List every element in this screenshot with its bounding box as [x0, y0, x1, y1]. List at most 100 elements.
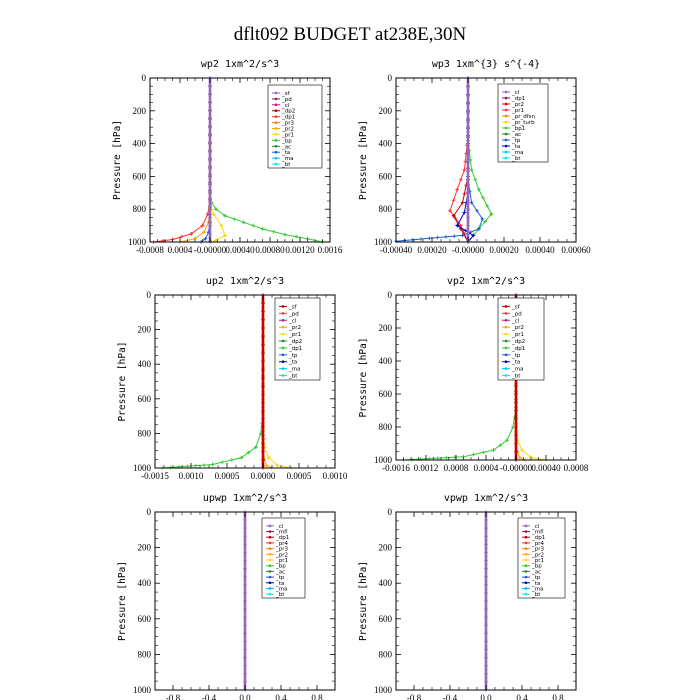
series-marker	[466, 174, 470, 179]
legend-label: _pr3	[275, 547, 289, 553]
series-marker	[185, 464, 190, 469]
series-marker	[514, 392, 518, 396]
legend-marker	[524, 535, 528, 539]
series-marker	[491, 448, 496, 452]
legend-marker	[274, 162, 278, 166]
series-marker	[480, 217, 485, 221]
legend-marker	[274, 103, 278, 107]
series-marker	[462, 168, 467, 172]
legend-marker	[274, 115, 278, 118]
legend-label: _sf	[288, 304, 298, 310]
x-tick-label: 0.0005	[287, 471, 312, 481]
series-marker	[484, 672, 488, 676]
legend-marker	[524, 570, 528, 573]
legend-label: _ta	[288, 360, 297, 366]
series-marker	[473, 177, 477, 182]
legend-label: _cl	[275, 524, 284, 530]
y-tick-label: 1000	[128, 237, 147, 247]
series-marker	[460, 200, 465, 205]
legend-box	[497, 297, 545, 381]
y-tick-label: 1000	[374, 237, 393, 247]
series-marker	[261, 425, 265, 429]
series-marker	[208, 223, 212, 228]
y-tick-label: 600	[379, 389, 393, 399]
legend-label: _ma	[511, 150, 523, 156]
legend-marker	[504, 138, 508, 142]
series-marker	[271, 229, 276, 234]
series-marker	[484, 663, 488, 668]
legend-marker	[268, 535, 272, 539]
series-marker	[208, 117, 212, 121]
y-tick-label: 200	[379, 543, 393, 553]
x-tick-label: 0.00060	[561, 245, 591, 255]
y-tick-label: 0	[388, 507, 393, 517]
legend-label: _pr3	[281, 121, 295, 127]
series-marker	[241, 220, 246, 225]
legend-label: _pr1	[281, 132, 294, 138]
legend-label: _ta	[531, 581, 540, 587]
panel-title: wp2 1xm^2/s^3	[201, 59, 279, 70]
legend-label: _pr2	[275, 552, 288, 558]
x-tick-label: -0.00000	[452, 245, 485, 255]
legend: _cl_dp1_pr2_pr1_pr_dfsn_pr_turb_bp1_ac_t…	[497, 83, 549, 163]
panel-1: wp3 1xm^{3} s^{-4} Pressure [hPa] 0 200 400 6…	[358, 59, 591, 255]
series-marker	[419, 237, 423, 241]
series-marker	[484, 647, 488, 652]
y-tick-label: 0	[147, 507, 152, 517]
y-tick-label: 400	[138, 359, 152, 369]
series-marker	[484, 615, 488, 619]
series-marker	[243, 542, 247, 547]
legend-label: _tp	[531, 575, 541, 581]
legend-marker	[504, 150, 508, 154]
panel-3: vp2 1xm^2/s^3 Pressure [hPa] 0 200 400 600 800…	[358, 276, 589, 473]
series-marker	[466, 158, 470, 162]
series-marker	[232, 217, 237, 221]
panel-5: vpwp 1xm^2/s^3 Pressure [hPa] 0 200 400 600 80…	[358, 493, 577, 700]
legend-marker	[268, 541, 272, 545]
legend-marker	[524, 524, 528, 528]
y-tick-label: 1000	[374, 455, 393, 465]
panel-4: upwp 1xm^2/s^3 Pressure [hPa] 0 200 400 600 80…	[117, 493, 336, 700]
series-marker	[202, 230, 206, 234]
legend-marker	[268, 575, 272, 579]
series-marker	[481, 450, 486, 455]
legend-marker	[274, 150, 278, 154]
series-marker	[261, 441, 265, 446]
series-marker	[514, 416, 518, 421]
series-marker	[243, 663, 247, 668]
legend-marker	[524, 541, 528, 545]
legend-label: _ta	[511, 360, 520, 366]
legend-label: _ac	[511, 132, 521, 138]
legend-label: _pr1	[511, 108, 524, 114]
series-marker	[223, 233, 227, 238]
legend-marker	[274, 97, 278, 101]
x-tick-label: 0.0010	[179, 471, 204, 481]
legend-label: _pr1	[288, 332, 301, 338]
y-tick-label: 800	[379, 422, 393, 432]
y-axis-label: Pressure [hPa]	[112, 120, 123, 200]
legend-label: _pr4	[275, 541, 289, 547]
x-tick-label: 0.0005	[215, 471, 240, 481]
series-marker	[261, 350, 265, 355]
series-marker	[463, 159, 468, 164]
legend-label: _pr1	[275, 558, 288, 564]
legend-label: _pr_dfsn	[511, 114, 536, 120]
y-tick-label: 800	[133, 204, 147, 214]
x-tick-label: -0.0015	[141, 471, 169, 481]
series-marker	[466, 109, 470, 113]
series-marker	[444, 455, 449, 460]
series-marker	[514, 441, 518, 446]
series-marker	[484, 550, 488, 555]
x-tick-label: 0.4	[516, 693, 528, 700]
series-marker	[484, 574, 488, 579]
series-marker	[243, 566, 247, 571]
legend-label: _bt	[288, 374, 298, 380]
x-tick-label: 0.0000	[251, 471, 276, 481]
legend-label: _bt	[531, 592, 541, 598]
series-marker	[243, 623, 247, 628]
series-marker	[514, 400, 518, 405]
x-tick-label: -0.4	[202, 693, 217, 700]
legend-marker	[504, 132, 508, 136]
series-marker	[514, 408, 518, 413]
